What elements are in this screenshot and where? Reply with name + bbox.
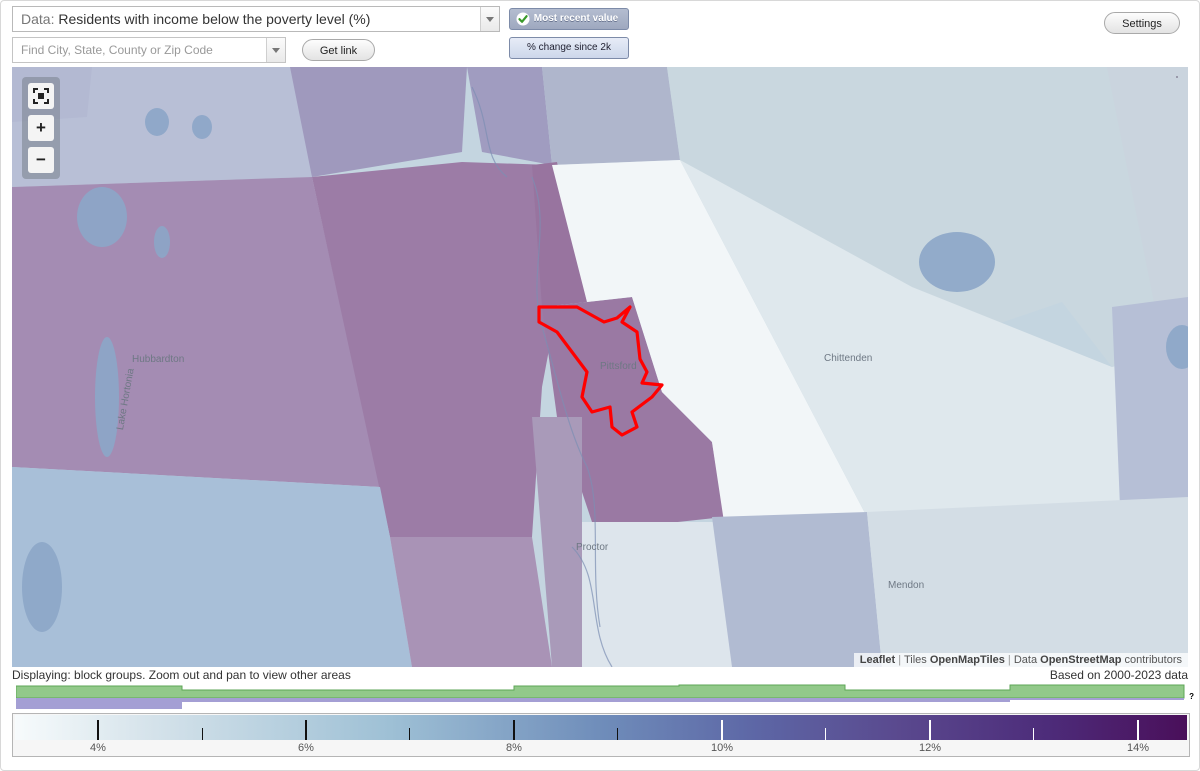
legend-tick (721, 720, 723, 740)
data-select-value: Residents with income below the poverty … (58, 11, 371, 27)
legend-gradient-bar (15, 715, 1187, 740)
region-proctor-strip[interactable] (532, 417, 582, 667)
place-label-chittenden: Chittenden (824, 353, 873, 364)
map-corner-marker (1176, 76, 1178, 78)
legend-tick-minor (1033, 728, 1034, 740)
legend-tick (1137, 720, 1139, 740)
region-east-strip[interactable] (1107, 67, 1188, 342)
data-select-dropdown[interactable] (480, 7, 499, 31)
legend-tick (929, 720, 931, 740)
attribution-openstreetmap[interactable]: OpenStreetMap (1040, 654, 1122, 666)
region-mendon-west[interactable] (712, 512, 882, 667)
attribution-openmaptiles[interactable]: OpenMapTiles (929, 654, 1005, 666)
fullscreen-button[interactable] (28, 83, 54, 109)
location-search-dropdown[interactable] (266, 38, 285, 62)
region-north-central[interactable] (290, 67, 467, 177)
plus-icon: + (36, 118, 46, 137)
region-east-large[interactable] (667, 67, 1188, 367)
legend-tick-minor (825, 728, 826, 740)
legend-tick (97, 720, 99, 740)
most-recent-value-toggle[interactable]: Most recent value (509, 8, 629, 30)
region-southwest[interactable] (12, 467, 412, 667)
timeline-help-link[interactable]: ? (1189, 692, 1194, 701)
region-north-east[interactable] (542, 67, 680, 165)
minus-icon: − (36, 150, 46, 169)
map-zoom-control: + − (22, 77, 60, 179)
selected-boundary (537, 305, 664, 437)
legend-label: 12% (918, 742, 942, 754)
data-select-prefix: Data: (21, 11, 55, 27)
data-select[interactable]: Data: Residents with income below the po… (12, 6, 500, 32)
choropleth-map (12, 67, 1188, 667)
place-label-mendon: Mendon (888, 580, 925, 591)
chevron-down-icon (486, 17, 494, 22)
place-label-proctor: Proctor (576, 542, 609, 553)
zoom-in-button[interactable]: + (28, 115, 54, 141)
map-area[interactable]: Hubbardton Lake Hortonia Pittsford Chitt… (12, 67, 1188, 667)
settings-button[interactable]: Settings (1104, 12, 1180, 34)
map-attribution: Leaflet | Tiles OpenMapTiles | Data Open… (853, 653, 1188, 667)
region-south-central[interactable] (390, 537, 552, 667)
legend-tick-minor (409, 728, 410, 740)
legend-label: 6% (298, 742, 314, 754)
legend-label: 8% (506, 742, 522, 754)
percent-change-toggle[interactable]: % change since 2k (509, 37, 629, 59)
location-search-input[interactable] (13, 38, 279, 62)
data-timeline[interactable]: ? (15, 684, 1194, 714)
timeline-chart (15, 684, 1185, 709)
region-central[interactable] (312, 162, 557, 537)
legend-tick (513, 720, 515, 740)
place-label-pittsford: Pittsford (600, 361, 637, 372)
legend-tick (305, 720, 307, 740)
region-chittenden-low[interactable] (552, 160, 867, 522)
zoom-out-button[interactable]: − (28, 147, 54, 173)
location-search[interactable] (12, 37, 286, 63)
based-on-status: Based on 2000-2023 data (1049, 668, 1188, 682)
displaying-status: Displaying: block groups. Zoom out and p… (12, 668, 351, 682)
place-label-hubbardton: Hubbardton (132, 354, 185, 365)
legend-label: 14% (1126, 742, 1150, 754)
attribution-leaflet[interactable]: Leaflet (859, 654, 896, 666)
get-link-button[interactable]: Get link (302, 39, 375, 61)
legend-tick-minor (617, 728, 618, 740)
check-icon (516, 12, 530, 26)
most-recent-value-label: Most recent value (533, 13, 619, 24)
region-otter-strip[interactable] (532, 162, 587, 307)
legend-tick-minor (202, 728, 203, 740)
fullscreen-icon (33, 88, 49, 104)
region-mendon[interactable] (867, 497, 1188, 667)
legend-label: 10% (710, 742, 734, 754)
chevron-down-icon (272, 48, 280, 53)
color-legend: 4% 6% 8% 10% 12% 14% (12, 713, 1190, 757)
legend-label: 4% (90, 742, 106, 754)
